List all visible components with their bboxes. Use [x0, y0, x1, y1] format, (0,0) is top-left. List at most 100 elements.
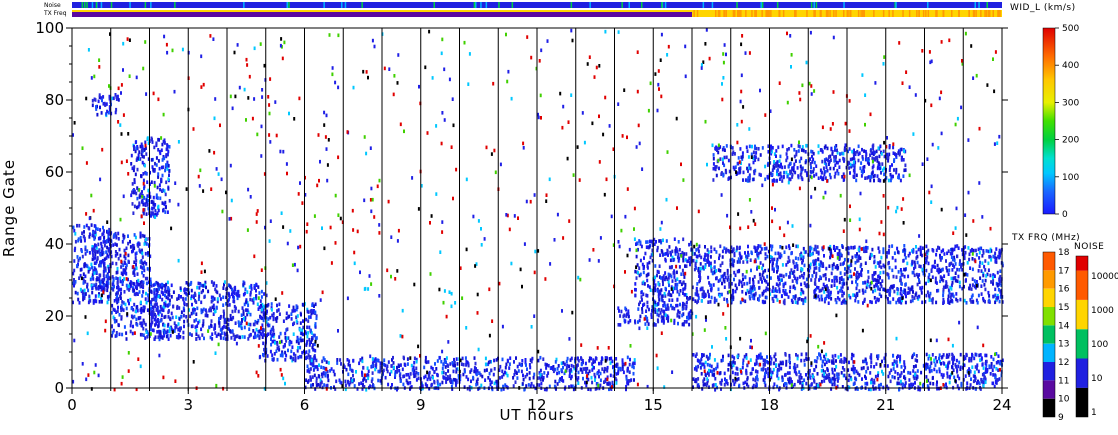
- scatter-point: [840, 358, 843, 362]
- scatter-point: [726, 268, 729, 273]
- scatter-point: [966, 261, 969, 265]
- scatter-point: [813, 266, 816, 271]
- scatter-point: [135, 305, 138, 310]
- scatter-point: [673, 237, 676, 241]
- scatter-point: [836, 279, 838, 283]
- scatter-point: [115, 95, 118, 99]
- txfreq-mark: [829, 10, 831, 17]
- scatter-point: [879, 275, 881, 280]
- scatter-point: [988, 254, 991, 259]
- scatter-point: [759, 244, 762, 249]
- scatter-point: [115, 270, 118, 275]
- scatter-point: [563, 362, 566, 367]
- scatter-point: [892, 367, 895, 371]
- scatter-point: [840, 275, 843, 280]
- scatter-point: [309, 315, 312, 319]
- scatter-point: [224, 337, 227, 341]
- scatter-point: [904, 288, 907, 293]
- scatter-point: [954, 278, 957, 283]
- scatter-point: [639, 240, 642, 245]
- scatter-point: [228, 294, 231, 299]
- scatter-point: [669, 258, 672, 263]
- scatter-point: [937, 245, 939, 250]
- scatter-point: [233, 291, 236, 296]
- scatter-point: [453, 360, 456, 365]
- scatter-point: [144, 203, 147, 207]
- scatter-point: [916, 254, 919, 259]
- scatter-point: [295, 339, 298, 344]
- scatter-point: [199, 282, 202, 286]
- scatter-point: [76, 291, 79, 296]
- scatter-point: [204, 313, 207, 318]
- scatter-point: [773, 361, 776, 366]
- scatter-point: [899, 373, 902, 378]
- scatter-point: [197, 321, 200, 325]
- scatter-point: [756, 377, 759, 382]
- scatter-point: [842, 291, 845, 296]
- scatter-point: [974, 378, 977, 383]
- scatter-point: [685, 264, 688, 268]
- scatter-point: [959, 297, 962, 302]
- scatter-point: [172, 304, 175, 309]
- scatter-point: [500, 387, 503, 392]
- scatter-point: [816, 383, 819, 388]
- scatter-point: [992, 294, 995, 299]
- scatter-point: [882, 263, 885, 268]
- scatter-point: [966, 273, 969, 277]
- scatter-point: [136, 205, 138, 210]
- scatter-point: [465, 375, 468, 379]
- noise-strip-mark: [511, 2, 514, 8]
- scatter-point: [553, 384, 556, 389]
- scatter-point: [783, 383, 785, 387]
- scatter-point: [125, 283, 128, 288]
- scatter-point: [213, 297, 216, 301]
- scatter-point: [95, 270, 98, 274]
- scatter-point: [362, 366, 365, 370]
- scatter-point: [900, 365, 903, 369]
- scatter-point: [73, 248, 76, 253]
- scatter-point: [829, 244, 832, 249]
- scatter-point: [860, 273, 863, 278]
- scatter-point: [705, 354, 708, 359]
- scatter-point: [159, 187, 162, 192]
- scatter-point: [761, 266, 764, 271]
- scatter-point: [528, 376, 531, 381]
- scatter-point: [953, 258, 956, 263]
- txfreq-mark: [737, 10, 739, 17]
- scatter-point: [530, 381, 533, 386]
- scatter-point: [991, 275, 994, 280]
- scatter-point: [925, 293, 928, 298]
- scatter-point: [692, 385, 694, 389]
- scatter-point: [971, 277, 974, 281]
- scatter-point: [253, 322, 256, 327]
- txfreq-mark: [738, 10, 740, 17]
- scatter-point: [928, 298, 931, 302]
- scatter-point: [669, 293, 672, 297]
- scatter-point: [73, 283, 75, 288]
- scatter-point: [838, 297, 841, 302]
- scatter-point: [985, 249, 988, 253]
- scatter-point: [872, 289, 874, 294]
- scatter-point: [824, 370, 827, 374]
- scatter-point: [490, 380, 493, 384]
- scatter-point: [708, 260, 710, 265]
- scatter-point: [995, 360, 998, 365]
- scatter-point: [250, 287, 253, 291]
- scatter-point: [240, 313, 243, 317]
- scatter-point: [105, 239, 108, 244]
- scatter-point: [713, 270, 716, 275]
- scatter-point: [154, 161, 156, 166]
- scatter-point: [796, 280, 799, 285]
- scatter-point: [919, 248, 922, 253]
- scatter-point: [751, 367, 754, 371]
- scatter-point: [954, 276, 957, 280]
- scatter-point: [622, 370, 625, 375]
- scatter-point: [476, 382, 479, 386]
- scatter-point: [947, 249, 950, 253]
- scatter-point: [116, 298, 118, 303]
- scatter-point: [109, 242, 111, 247]
- scatter-point: [384, 375, 387, 380]
- scatter-point: [979, 358, 982, 362]
- scatter-point: [152, 200, 155, 204]
- scatter-point: [143, 309, 145, 313]
